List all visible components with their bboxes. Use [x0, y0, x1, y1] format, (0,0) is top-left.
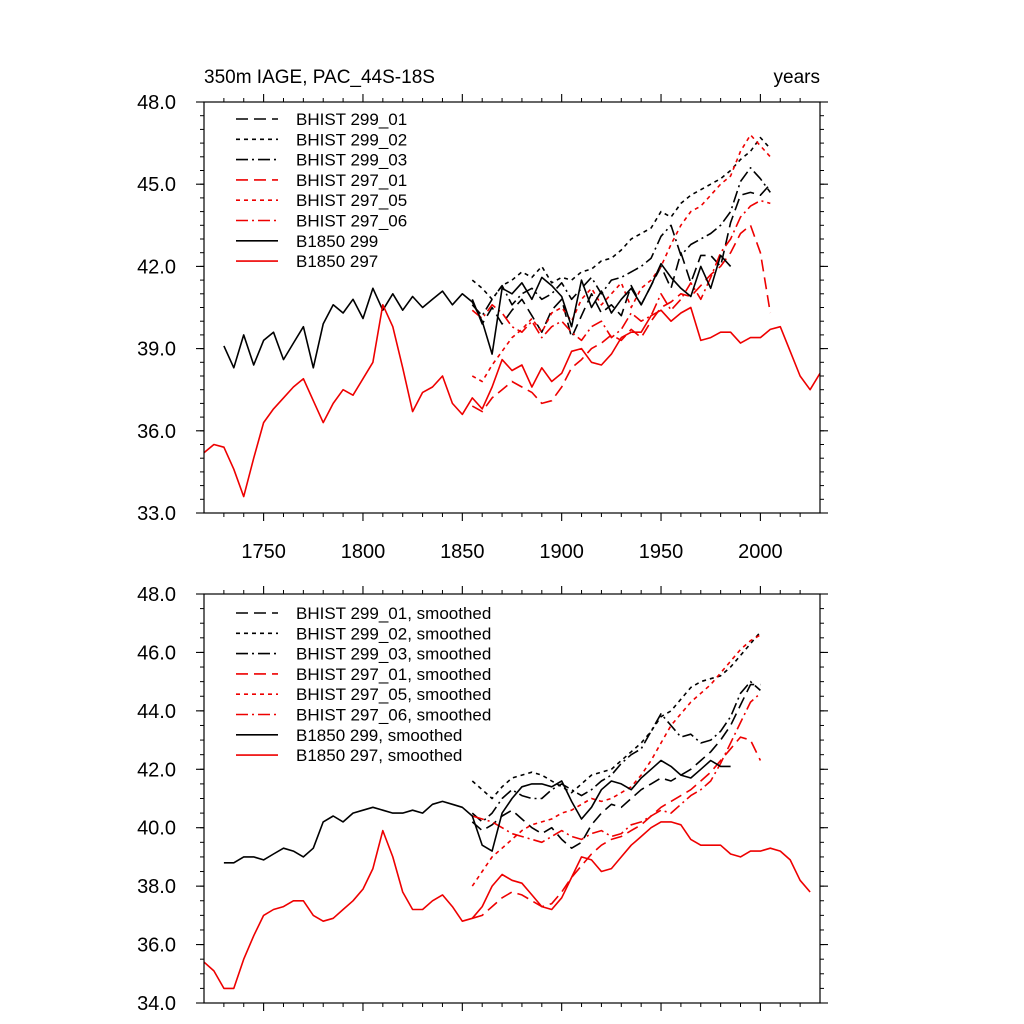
series-line-8: [204, 821, 811, 990]
legend-label: BHIST 299_03: [296, 151, 407, 170]
series-line-6: [471, 199, 771, 342]
series-line-2: [471, 631, 762, 800]
top-panel: 350m IAGE, PAC_44S-18S years 33.0 36.0 39.…: [137, 67, 828, 563]
legend-label: B1850 299, smoothed: [296, 726, 462, 745]
series-line-6: [472, 692, 761, 844]
legend-label: BHIST 299_01: [296, 110, 407, 129]
series-line-1: [471, 183, 771, 339]
panel-units: years: [774, 67, 820, 88]
series-line-8: [204, 304, 820, 498]
series-line-3: [471, 680, 761, 823]
x-tick-label: 1900: [539, 541, 584, 563]
series-line-4: [471, 224, 772, 413]
series-line-1: [471, 683, 761, 849]
x-tick-label: 1850: [440, 541, 485, 563]
series-line-3: [471, 167, 771, 317]
legend-label: BHIST 297_01, smoothed: [296, 665, 491, 684]
top-panel-axes: 33.0 36.0 39.0 42.0 45.0 48.0 1750 1800 1850 1900…: [137, 92, 828, 563]
y-tick-label: 38.0: [137, 876, 176, 898]
legend-label: BHIST 299_01, smoothed: [296, 604, 491, 623]
bottom-panel-series: [204, 631, 811, 990]
legend-label: B1850 297, smoothed: [296, 746, 462, 765]
y-tick-label: 44.0: [137, 701, 176, 723]
x-tick-label: 2000: [738, 541, 783, 563]
series-line-7: [223, 759, 731, 864]
y-tick-label: 36.0: [137, 935, 176, 957]
legend-label: BHIST 297_05: [296, 191, 407, 210]
y-tick-label: 48.0: [137, 584, 176, 606]
series-line-5: [471, 634, 761, 887]
y-tick-label: 39.0: [137, 339, 176, 361]
top-panel-series: [204, 134, 820, 498]
y-tick-label: 33.0: [137, 503, 176, 525]
y-tick-label: 40.0: [137, 818, 176, 840]
series-line-2: [471, 136, 771, 301]
legend-label: BHIST 297_06: [296, 212, 407, 231]
legend-label: BHIST 297_06, smoothed: [296, 706, 491, 725]
y-tick-label: 34.0: [137, 993, 176, 1015]
series-line-7: [223, 254, 732, 369]
legend-label: BHIST 299_03, smoothed: [296, 645, 491, 664]
y-tick-label: 42.0: [137, 759, 176, 781]
x-tick-label: 1800: [341, 541, 386, 563]
x-tick-label: 1950: [639, 541, 684, 563]
legend-label: B1850 299: [296, 232, 378, 251]
legend-label: B1850 297: [296, 252, 378, 271]
bottom-panel-axes: 34.0 36.0 38.0 40.0 42.0 44.0 46.0 48.0: [137, 584, 828, 1015]
y-tick-label: 45.0: [137, 174, 176, 196]
series-line-4: [472, 736, 762, 920]
legend-label: BHIST 297_01: [296, 171, 407, 190]
y-tick-label: 36.0: [137, 421, 176, 443]
y-tick-label: 46.0: [137, 642, 176, 664]
panel-title: 350m IAGE, PAC_44S-18S: [204, 67, 435, 88]
y-tick-label: 48.0: [137, 92, 176, 114]
bottom-panel: 34.0 36.0 38.0 40.0 42.0 44.0 46.0 48.0 BHIST 2…: [137, 584, 828, 1015]
x-tick-label: 1750: [241, 541, 286, 563]
legend-label: BHIST 297_05, smoothed: [296, 685, 491, 704]
legend-label: BHIST 299_02: [296, 130, 407, 149]
legend-label: BHIST 299_02, smoothed: [296, 624, 491, 643]
y-tick-label: 42.0: [137, 256, 176, 278]
